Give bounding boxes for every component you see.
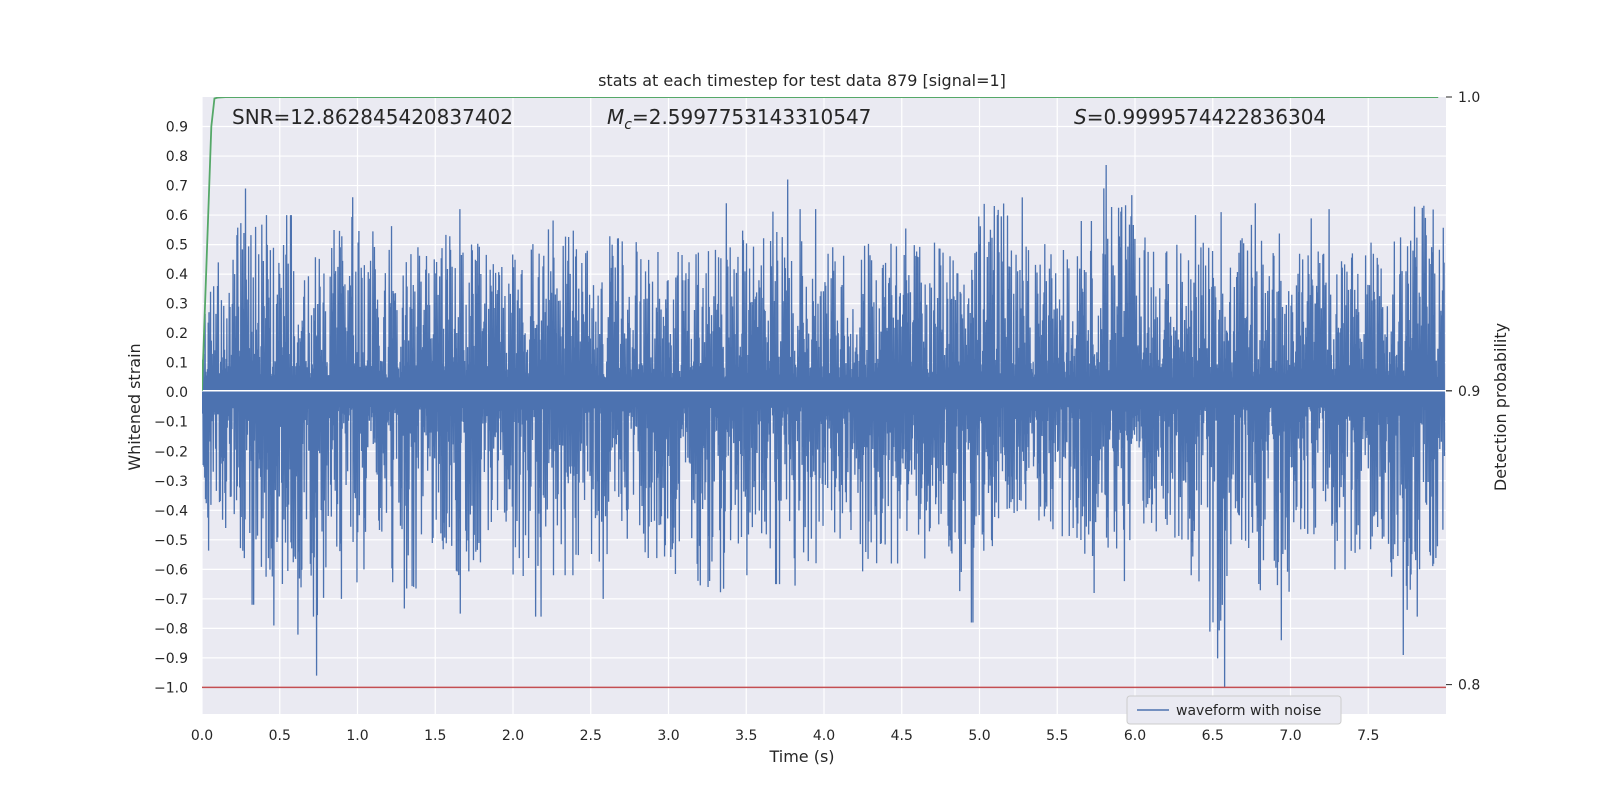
- y-tick-label: −0.7: [154, 592, 188, 608]
- chirp-mass-annotation: Mc=2.5997753143310547: [607, 105, 871, 133]
- y-tick-label: 0.9: [166, 120, 188, 136]
- y-tick-label: 0.1: [166, 356, 188, 372]
- y-tick-label: −0.8: [154, 621, 188, 637]
- y-tick-label: 0.0: [166, 385, 188, 401]
- waveform-series: [202, 165, 1446, 688]
- y2-axis-label: Detection probability: [1491, 323, 1510, 491]
- y-tick-label: −0.4: [154, 503, 188, 519]
- y-tick-label: −0.3: [154, 474, 188, 490]
- x-axis: 0.0 0.5 1.0 1.5 2.0 2.5 3.0 3.5 4.0 4.5 5.0 5.5 6.0 6…: [191, 728, 1380, 744]
- y-tick-label: −0.1: [154, 415, 188, 431]
- x-tick-label: 6.0: [1124, 728, 1146, 744]
- y-tick-label: −0.5: [154, 533, 188, 549]
- y-tick-label: 0.7: [166, 179, 188, 195]
- y-tick-label: 0.3: [166, 297, 188, 313]
- x-tick-label: 0.5: [269, 728, 291, 744]
- legend-label: waveform with noise: [1176, 703, 1321, 719]
- x-tick-label: 3.0: [657, 728, 679, 744]
- waveform-line: [202, 165, 1446, 688]
- x-tick-label: 5.0: [968, 728, 990, 744]
- legend-box: [1126, 695, 1342, 725]
- x-tick-label: 4.5: [891, 728, 913, 744]
- score-annotation: S=0.9999574422836304: [1074, 105, 1326, 129]
- x-tick-label: 7.5: [1357, 728, 1379, 744]
- y2-tick-label: 1.0: [1458, 90, 1480, 106]
- x-tick-label: 2.0: [502, 728, 524, 744]
- y-axis-left: 0.9 0.8 0.7 0.6 0.5 0.4 0.3 0.2 0.1 0.0 −0.1 −0.2 −0…: [154, 120, 188, 697]
- x-tick-label: 4.0: [813, 728, 835, 744]
- probability-line: [202, 97, 1439, 391]
- legend: waveform with noise: [1126, 695, 1342, 725]
- y-tick-label: 0.5: [166, 238, 188, 254]
- x-tick-label: 5.5: [1046, 728, 1068, 744]
- y-tick-label: −0.9: [154, 651, 188, 667]
- y-tick-label: 0.4: [166, 267, 188, 283]
- x-tick-label: 3.5: [735, 728, 757, 744]
- y-tick-label: 0.8: [166, 149, 188, 165]
- y-tick-label: 0.6: [166, 208, 188, 224]
- y-axis-label: Whitened strain: [125, 343, 144, 470]
- detection-probability-series: [202, 97, 1439, 391]
- y2-tick-label: 0.9: [1458, 384, 1480, 400]
- snr-annotation: SNR=12.862845420837402: [232, 105, 513, 129]
- y2-tick-label: 0.8: [1458, 678, 1480, 694]
- y-tick-label: −1.0: [154, 680, 188, 696]
- y-tick-label: −0.6: [154, 562, 188, 578]
- y-tick-label: 0.2: [166, 326, 188, 342]
- x-tick-label: 1.5: [424, 728, 446, 744]
- x-tick-label: 1.0: [346, 728, 368, 744]
- x-tick-label: 7.0: [1279, 728, 1301, 744]
- y-axis-right: 1.0 0.9 0.8: [1446, 90, 1480, 694]
- x-tick-label: 0.0: [191, 728, 213, 744]
- x-axis-label: Time (s): [768, 747, 834, 766]
- x-tick-label: 2.5: [580, 728, 602, 744]
- y-tick-label: −0.2: [154, 444, 188, 460]
- x-tick-label: 6.5: [1202, 728, 1224, 744]
- chart-title: stats at each timestep for test data 879…: [598, 71, 1006, 90]
